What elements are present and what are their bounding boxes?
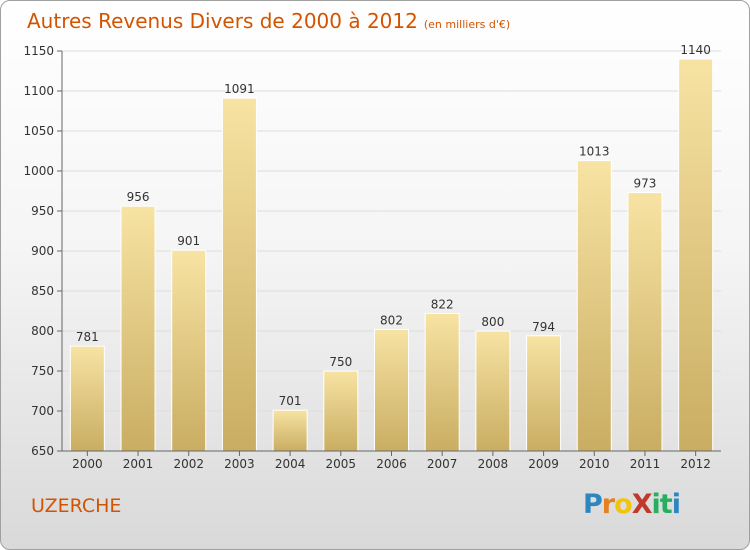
bar-2000 bbox=[69, 345, 105, 452]
bar-2003 bbox=[221, 97, 257, 452]
city-name: UZERCHE bbox=[31, 495, 122, 517]
logo-letter: X bbox=[631, 489, 653, 520]
x-tick-label: 2000 bbox=[72, 457, 103, 471]
value-label: 781 bbox=[76, 330, 99, 344]
title-text: Autres Revenus Divers de 2000 à 2012 bbox=[27, 9, 418, 33]
x-tick-label: 2002 bbox=[173, 457, 204, 471]
chart-title: Autres Revenus Divers de 2000 à 2012 (en … bbox=[27, 9, 510, 33]
logo-letter: P bbox=[583, 489, 603, 520]
bar-2007 bbox=[424, 312, 460, 452]
x-tick-label: 2012 bbox=[680, 457, 711, 471]
y-tick-label: 850 bbox=[31, 284, 54, 298]
proxiti-logo[interactable]: ProXiti bbox=[583, 489, 681, 520]
x-tick-label: 2009 bbox=[528, 457, 559, 471]
x-tick-label: 2003 bbox=[224, 457, 255, 471]
logo-letter: i bbox=[671, 489, 681, 520]
x-tick-label: 2007 bbox=[427, 457, 458, 471]
y-tick-label: 950 bbox=[31, 204, 54, 218]
x-tick-label: 2010 bbox=[579, 457, 610, 471]
value-label: 800 bbox=[481, 315, 504, 329]
label-layer: 781 956 901 1091 701 750 802 822 800 794 1013 973 11… bbox=[76, 43, 711, 408]
y-tick-label: 1100 bbox=[23, 84, 54, 98]
x-tick-label: 2001 bbox=[123, 457, 154, 471]
x-tick-label: 2005 bbox=[326, 457, 357, 471]
logo-letter: i bbox=[651, 489, 661, 520]
bar-2001 bbox=[120, 205, 156, 452]
value-label: 750 bbox=[329, 355, 352, 369]
x-tick-label: 2004 bbox=[275, 457, 306, 471]
y-tick-label: 1050 bbox=[23, 124, 54, 138]
bar-2010 bbox=[576, 160, 612, 452]
y-tick-label: 750 bbox=[31, 364, 54, 378]
y-tick-label: 900 bbox=[31, 244, 54, 258]
bar-2011 bbox=[627, 192, 663, 452]
bar-2012 bbox=[678, 58, 714, 452]
value-label: 901 bbox=[177, 234, 200, 248]
value-label: 822 bbox=[431, 297, 454, 311]
value-label: 973 bbox=[634, 177, 657, 191]
bar-2005 bbox=[323, 370, 359, 452]
x-tick-label: 2006 bbox=[376, 457, 407, 471]
y-tick-label: 1150 bbox=[23, 44, 54, 58]
y-tick-label: 1000 bbox=[23, 164, 54, 178]
bar-2009 bbox=[526, 335, 562, 452]
bar-2002 bbox=[171, 249, 207, 452]
x-tick-label: 2008 bbox=[478, 457, 509, 471]
value-label: 802 bbox=[380, 313, 403, 327]
logo-letter: t bbox=[659, 489, 673, 520]
bar-2006 bbox=[374, 328, 409, 452]
logo-letter: r bbox=[601, 489, 615, 520]
y-tick-label: 650 bbox=[31, 444, 54, 458]
bar-2008 bbox=[475, 330, 511, 452]
y-tick-label: 700 bbox=[31, 404, 54, 418]
value-label: 701 bbox=[279, 394, 302, 408]
bar-layer bbox=[69, 58, 714, 452]
value-label: 1140 bbox=[680, 43, 711, 57]
y-tick-label: 800 bbox=[31, 324, 54, 338]
x-tick-label: 2011 bbox=[630, 457, 661, 471]
axis-layer: 650 700 750 800 850 900 950 1000 1050 1100 1150 200… bbox=[23, 44, 721, 471]
value-label: 794 bbox=[532, 320, 555, 334]
bar-2004 bbox=[272, 409, 308, 452]
logo-letter: o bbox=[614, 489, 633, 520]
value-label: 956 bbox=[127, 190, 150, 204]
value-label: 1013 bbox=[579, 145, 610, 159]
title-subtitle: (en milliers d'€) bbox=[423, 18, 511, 31]
value-label: 1091 bbox=[224, 82, 255, 96]
